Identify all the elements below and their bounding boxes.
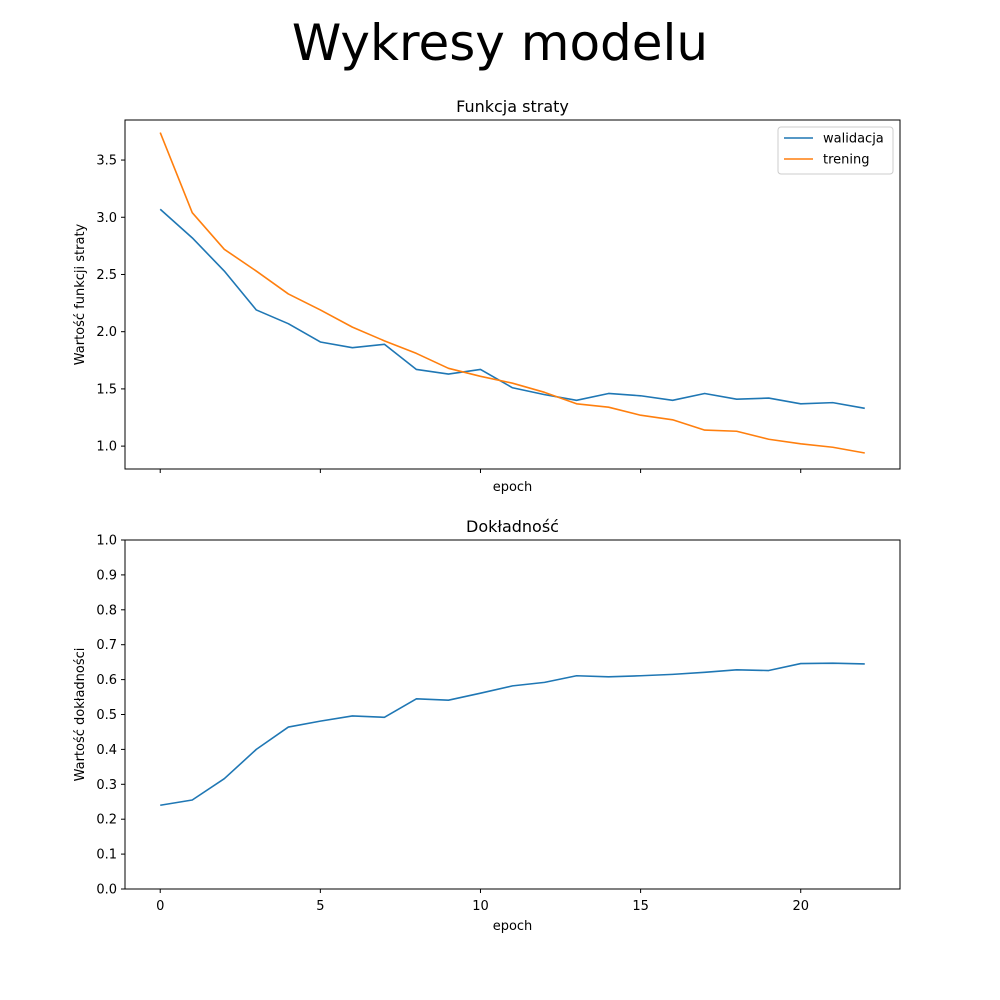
chart2-ytick-label: 0.8 bbox=[96, 603, 117, 618]
chart2-ylabel: Wartość dokładności bbox=[73, 648, 88, 782]
chart2-ytick-label: 0.2 bbox=[96, 813, 117, 828]
chart1-legend-label: trening bbox=[823, 153, 870, 168]
chart2-ytick-label: 1.0 bbox=[96, 534, 117, 549]
chart1-ytick-label: 3.5 bbox=[96, 154, 117, 169]
chart2-xtick-label: 0 bbox=[156, 899, 164, 914]
chart2-xtick-label: 5 bbox=[316, 899, 324, 914]
chart2-ytick-label: 0.7 bbox=[96, 638, 117, 653]
chart2-ytick-label: 0.9 bbox=[96, 568, 117, 583]
chart1-ytick-label: 1.5 bbox=[96, 382, 117, 397]
chart1-xlabel: epoch bbox=[493, 480, 533, 495]
chart1-title: Funkcja straty bbox=[456, 97, 569, 116]
chart1-ylabel: Wartość funkcji straty bbox=[73, 223, 88, 365]
chart1-series-trening bbox=[159, 132, 865, 454]
chart2-xtick-label: 20 bbox=[792, 899, 809, 914]
chart2-xtick-label: 10 bbox=[472, 899, 489, 914]
chart1-legend-label: walidacja bbox=[823, 132, 884, 147]
figure-title: Wykresy modelu bbox=[291, 14, 709, 72]
chart2-series-line-1 bbox=[160, 662, 865, 807]
chart1-series-walidacja bbox=[159, 208, 865, 410]
chart2-axes-frame bbox=[124, 539, 901, 890]
chart2-ytick-label: 0.4 bbox=[96, 743, 117, 758]
chart2-ytick-label: 0.1 bbox=[96, 848, 117, 863]
chart1-ytick-label: 2.5 bbox=[96, 268, 117, 283]
chart1-axes-frame bbox=[124, 119, 901, 470]
chart2-ytick-label: 0.5 bbox=[96, 708, 117, 723]
chart2-ytick-label: 0.0 bbox=[96, 883, 117, 898]
chart1-ytick-label: 3.0 bbox=[96, 211, 117, 226]
chart1-ytick-label: 1.0 bbox=[96, 440, 117, 455]
chart2-ytick-label: 0.3 bbox=[96, 778, 117, 793]
chart2-title: Dokładność bbox=[466, 517, 559, 536]
chart1-ytick-label: 2.0 bbox=[96, 325, 117, 340]
chart2-xlabel: epoch bbox=[493, 919, 533, 934]
chart2-xtick-label: 15 bbox=[632, 899, 649, 914]
chart2-ytick-label: 0.6 bbox=[96, 673, 117, 688]
